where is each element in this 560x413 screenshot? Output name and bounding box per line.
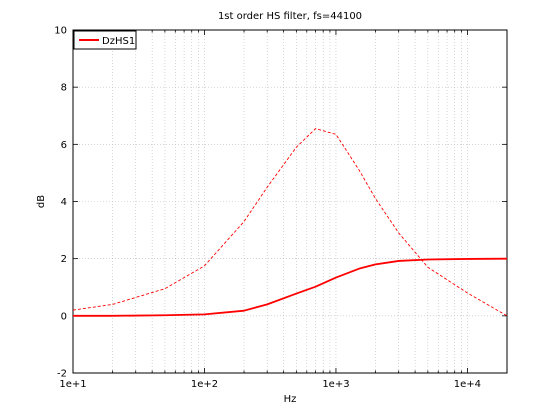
series-lines: [72, 128, 508, 317]
y-tick-label: -2: [57, 369, 67, 380]
x-tick-label: 1e+4: [454, 379, 481, 390]
axis-ticks: 1e+1 1e+2 1e+3 1e+4 -2 0 2 4 6 8 10: [54, 26, 508, 390]
series-line-dashed: [72, 128, 508, 317]
legend-box: [73, 30, 137, 50]
y-axis-label: dB: [36, 195, 47, 208]
legend-label: DzHS1: [102, 36, 135, 47]
legend: DzHS1: [73, 30, 137, 50]
x-tick-label: 1e+3: [322, 379, 349, 390]
x-axis-label: Hz: [284, 394, 297, 405]
y-tick-label: 0: [61, 311, 67, 322]
chart-title: 1st order HS filter, fs=44100: [218, 11, 362, 22]
x-tick-label: 1e+1: [59, 379, 86, 390]
x-tick-label: 1e+2: [191, 379, 218, 390]
y-tick-label: 4: [61, 197, 67, 208]
y-tick-label: 8: [61, 83, 67, 94]
series-line-dzhs1: [73, 257, 508, 317]
y-tick-label: 2: [61, 254, 67, 265]
grid: [73, 30, 507, 373]
y-tick-label: 6: [61, 140, 67, 151]
y-tick-label: 10: [54, 26, 67, 37]
